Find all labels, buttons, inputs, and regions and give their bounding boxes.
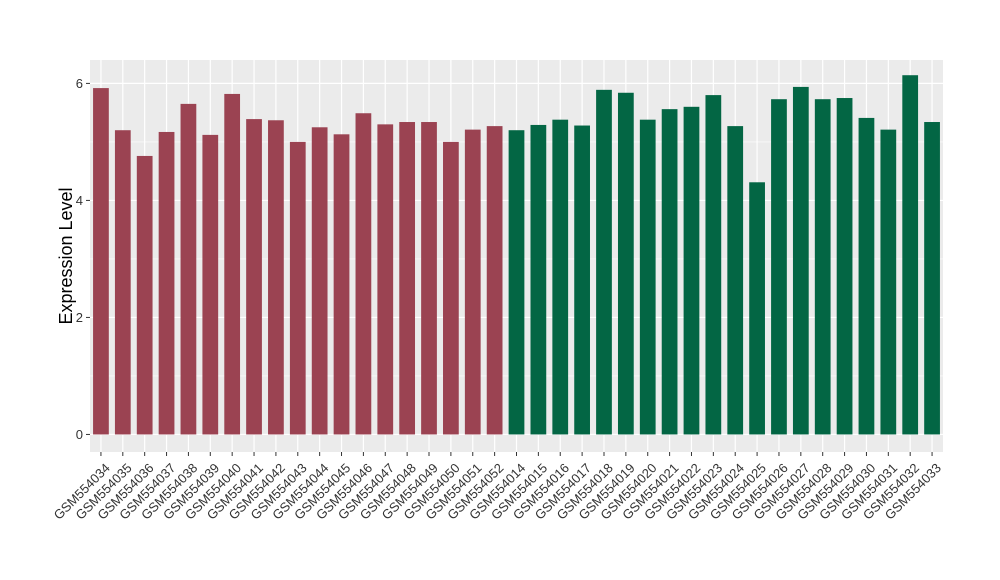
bar-GSM554048 — [399, 122, 416, 435]
bar-GSM554024 — [727, 126, 744, 435]
bar-GSM554036 — [136, 155, 153, 435]
bar-GSM554014 — [508, 130, 525, 435]
bar-GSM554018 — [596, 89, 612, 435]
y-tick-label: 2 — [76, 310, 83, 325]
bar-GSM554027 — [792, 86, 809, 435]
bar-GSM554020 — [639, 119, 656, 435]
bar-GSM554022 — [683, 106, 700, 435]
bar-GSM554028 — [814, 99, 831, 435]
bar-GSM554033 — [924, 122, 940, 435]
bar-GSM554029 — [836, 98, 853, 435]
bar-GSM554039 — [202, 134, 219, 435]
y-axis: 0 2 4 6 — [76, 76, 90, 442]
y-axis-title: Expression Level — [56, 187, 76, 324]
bar-GSM554017 — [574, 125, 590, 435]
bars — [93, 75, 940, 435]
bar-GSM554023 — [705, 95, 722, 435]
bar-GSM554040 — [224, 93, 241, 435]
bar-GSM554043 — [289, 141, 306, 435]
bar-GSM554042 — [268, 120, 284, 435]
bar-GSM554034 — [93, 88, 109, 435]
y-tick-label: 6 — [76, 76, 83, 91]
bar-GSM554041 — [246, 119, 262, 435]
bar-GSM554030 — [858, 117, 875, 435]
bar-GSM554046 — [355, 113, 372, 435]
bar-GSM554049 — [421, 122, 437, 435]
bar-GSM554015 — [530, 124, 547, 435]
bar-GSM554021 — [661, 109, 678, 435]
bar-GSM554050 — [443, 141, 459, 435]
y-tick-label: 0 — [76, 427, 83, 442]
bar-GSM554037 — [158, 131, 175, 435]
y-tick-label: 4 — [76, 193, 83, 208]
bar-GSM554026 — [771, 99, 787, 435]
bar-GSM554045 — [333, 134, 350, 435]
bar-GSM554032 — [902, 75, 919, 435]
bar-GSM554052 — [486, 126, 503, 435]
bar-GSM554019 — [617, 92, 634, 435]
bar-GSM554031 — [880, 129, 897, 435]
bar-GSM554016 — [552, 119, 569, 435]
bar-GSM554038 — [180, 103, 197, 435]
x-axis: GSM554034GSM554035GSM554036GSM554037GSM5… — [51, 452, 944, 523]
bar-GSM554035 — [114, 130, 131, 435]
bar-GSM554025 — [749, 182, 765, 435]
bar-GSM554051 — [464, 129, 481, 435]
bar-GSM554044 — [311, 127, 328, 435]
bar-GSM554047 — [377, 124, 394, 435]
